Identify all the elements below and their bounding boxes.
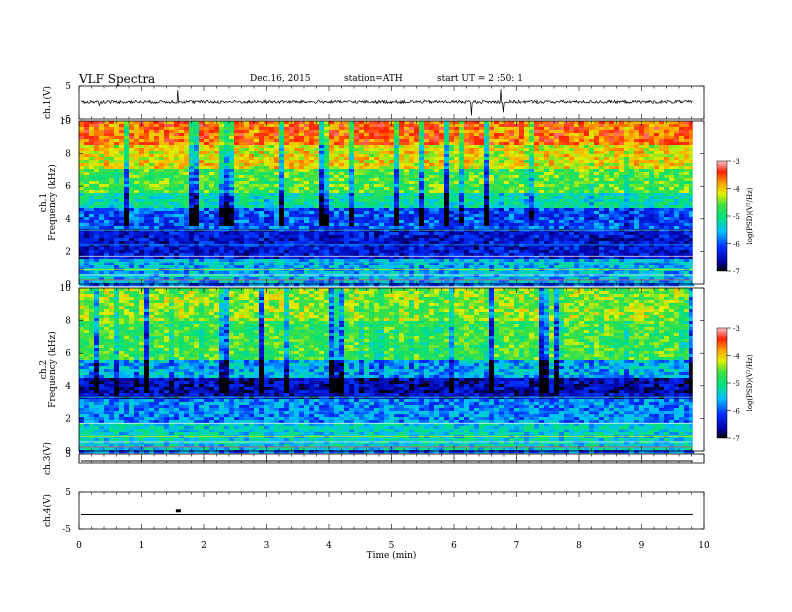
colorbar-tick-label: -3	[733, 325, 740, 333]
x-axis-label: Time (min)	[367, 550, 417, 561]
ch2-spectrogram-cells	[79, 288, 704, 453]
x-tick-label: 9	[639, 541, 645, 551]
x-tick-label: 8	[576, 541, 582, 551]
x-tick-label: 3	[264, 541, 270, 551]
y-tick-label: 10	[60, 284, 72, 294]
ch1-spectrogram-cells	[79, 121, 704, 286]
y-tick-label: 8	[65, 317, 71, 327]
ch4-waveform-frame	[79, 492, 704, 529]
colorbar-tick-label: -7	[733, 435, 740, 443]
y-tick-label: 5	[65, 488, 71, 498]
y-tick-label: 6	[65, 182, 71, 192]
x-tick-label: 0	[76, 541, 82, 551]
ch4-waveform-ylabel: ch.4(V)	[42, 494, 53, 527]
colorbar-tick-label: -5	[733, 213, 740, 221]
ch1-waveform-ylabel: ch.1(V)	[42, 86, 53, 119]
ch2-spectrogram-colorbar	[717, 328, 727, 438]
y-tick-label: -5	[62, 525, 71, 535]
colorbar-label: log(PSD)(V²/Hz)	[746, 354, 754, 411]
colorbar-tick-label: -7	[733, 268, 740, 276]
plot-area: 0 1 2 3 4 5 6 7 8 9 10Time (min)5-5ch.1(V)0246810c…	[0, 0, 792, 612]
colorbar-tick-label: -6	[733, 408, 740, 416]
y-tick-label: 6	[65, 349, 71, 359]
colorbar-tick-label: -4	[733, 186, 740, 194]
x-tick-label: 4	[326, 541, 332, 551]
y-tick-label: 8	[65, 150, 71, 160]
y-tick-label: 2	[65, 414, 71, 424]
x-tick-label: 5	[389, 541, 395, 551]
colorbar-tick-label: -4	[733, 353, 740, 361]
y-tick-label: 2	[65, 247, 71, 257]
y-tick-label: 4	[65, 215, 71, 225]
x-tick-label: 6	[451, 541, 457, 551]
ch4-pulse	[176, 509, 181, 512]
x-tick-label: 1	[139, 541, 145, 551]
colorbar-label: log(PSD)(V²/Hz)	[746, 187, 754, 244]
vlf-spectra-figure: VLF Spectra Dec.16, 2015 station=ATH sta…	[0, 0, 792, 612]
y-tick-label: 5	[65, 450, 71, 460]
ch2-spectrogram-ylabel: Frequency (kHz)	[47, 331, 58, 408]
x-tick-label: 7	[514, 541, 520, 551]
ch3-waveform-ylabel: ch.3(V)	[42, 442, 53, 475]
ch1-spectrogram-ylabel: Frequency (kHz)	[47, 164, 58, 241]
x-tick-label: 2	[201, 541, 207, 551]
colorbar-tick-label: -5	[733, 380, 740, 388]
y-tick-label: 10	[60, 117, 72, 127]
colorbar-tick-label: -3	[733, 158, 740, 166]
ch1-spectrogram-colorbar	[717, 161, 727, 271]
y-tick-label: 4	[65, 382, 71, 392]
colorbar-tick-label: -6	[733, 241, 740, 249]
x-tick-label: 10	[698, 541, 710, 551]
y-tick-label: 5	[65, 82, 71, 92]
ch1-trace	[81, 89, 692, 115]
